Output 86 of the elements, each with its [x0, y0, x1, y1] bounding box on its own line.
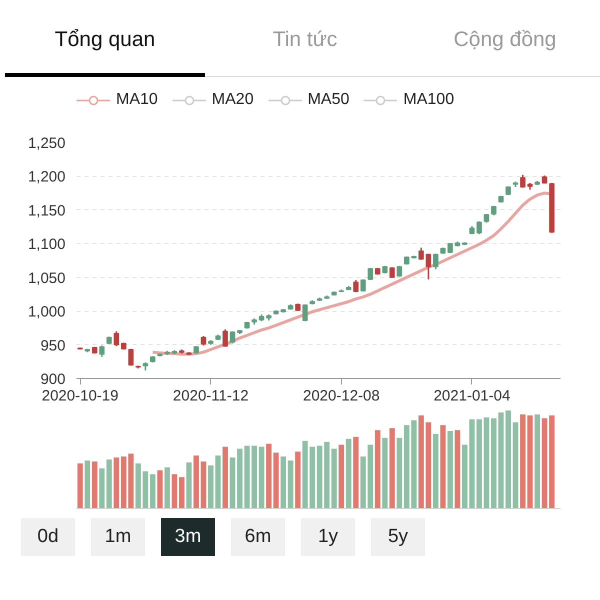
candlestick — [200, 335, 206, 346]
bar — [462, 444, 468, 508]
bar — [172, 474, 178, 508]
bar — [186, 462, 192, 508]
candlestick — [353, 279, 359, 293]
candlestick — [222, 328, 228, 348]
candlestick — [433, 253, 438, 270]
bar — [440, 425, 446, 508]
candlestick — [230, 330, 236, 344]
bar — [498, 412, 504, 508]
y-tick-label: 1,150 — [28, 202, 66, 220]
legend-label: MA100 — [403, 91, 454, 109]
bar — [346, 438, 352, 508]
bar — [208, 465, 214, 508]
x-tick-label: 2020-12-08 — [302, 388, 380, 404]
bar — [353, 436, 359, 508]
text: 6m — [231, 518, 285, 556]
bar — [534, 414, 540, 508]
bar — [469, 419, 475, 508]
bar — [258, 446, 264, 508]
bar — [252, 446, 257, 508]
bar — [432, 434, 438, 508]
bar — [484, 417, 490, 508]
y-tick-label: 1,250 — [28, 135, 66, 152]
bar — [454, 430, 460, 508]
bar — [99, 468, 105, 508]
bar — [374, 430, 380, 508]
bar — [84, 460, 90, 508]
bar — [338, 444, 344, 508]
text: 1m — [91, 518, 145, 556]
bar — [200, 461, 206, 508]
bar — [506, 410, 511, 508]
bar — [527, 415, 533, 508]
text: Tin tức — [205, 5, 405, 77]
bar — [114, 458, 120, 508]
bar — [164, 467, 170, 508]
bar — [280, 456, 286, 508]
candlestick — [520, 174, 526, 188]
bar — [512, 422, 518, 508]
bar — [476, 419, 482, 508]
bar — [150, 474, 156, 508]
bar — [157, 470, 163, 508]
y-tick-label: 950 — [40, 337, 66, 354]
bar — [447, 431, 453, 508]
x-tick-label: 2020-11-12 — [172, 388, 249, 404]
bar — [295, 452, 301, 508]
x-tick-label: 2020-10-19 — [42, 388, 118, 404]
candlestick — [99, 344, 105, 358]
candlestick — [426, 253, 432, 280]
bar — [237, 448, 242, 508]
bar — [273, 452, 279, 508]
y-tick-label: 1,100 — [28, 236, 66, 254]
legend-label: MA20 — [212, 91, 254, 109]
text: Cộng đồng — [405, 5, 600, 77]
bar — [178, 477, 184, 508]
bar — [215, 456, 221, 508]
bar — [194, 456, 199, 508]
text: 0d — [21, 518, 75, 556]
y-tick-label: 1,000 — [28, 304, 66, 321]
text: Tổng quan — [5, 5, 205, 77]
bar — [266, 444, 272, 508]
text: 1y — [301, 518, 355, 556]
bar — [396, 438, 402, 508]
x-tick-label: 2021-01-04 — [434, 388, 510, 404]
y-tick-label: 1,200 — [28, 168, 66, 186]
bar — [106, 459, 112, 508]
bar — [230, 458, 236, 508]
bar — [389, 428, 395, 508]
candlestick — [476, 220, 482, 235]
bar — [288, 460, 294, 508]
bar — [331, 448, 337, 508]
candlestick — [418, 246, 424, 261]
candlestick — [114, 330, 120, 347]
bar — [520, 414, 526, 508]
text: 5y — [371, 518, 425, 556]
bar — [77, 463, 83, 508]
bar — [222, 446, 228, 508]
bar — [382, 438, 388, 508]
y-tick-label: 900 — [40, 371, 66, 388]
legend-label: MA10 — [116, 91, 158, 109]
text: 3m — [161, 518, 215, 556]
legend-label: MA50 — [308, 91, 350, 109]
bar — [92, 461, 98, 508]
bar — [491, 418, 496, 508]
bar — [244, 446, 250, 508]
y-tick-label: 1,050 — [28, 270, 66, 287]
